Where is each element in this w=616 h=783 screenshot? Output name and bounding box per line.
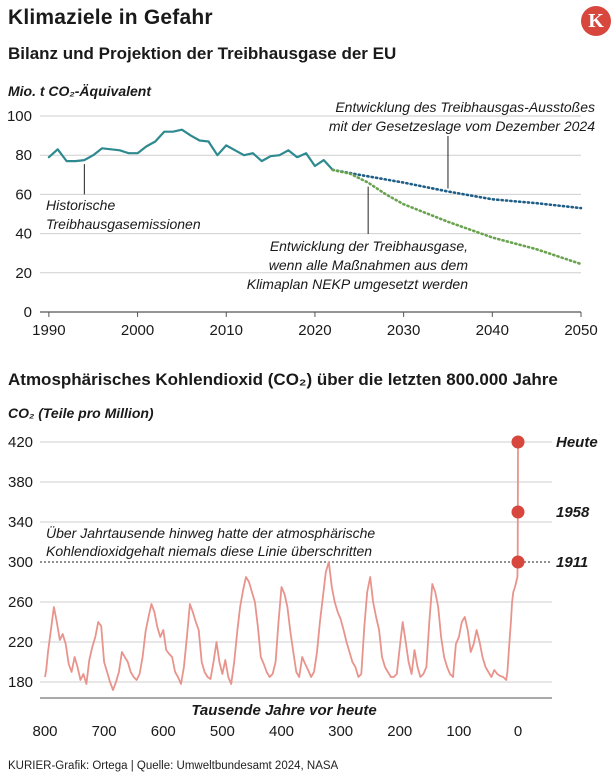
chart1-y-tick-label: 60 (15, 186, 32, 203)
nekp-annotation: Entwicklung der Treibhausgase, (270, 238, 468, 254)
chart1-y-tick-label: 0 (24, 304, 32, 321)
law-annotation: Entwicklung des Treibhausgas-Ausstoßes (335, 99, 595, 115)
historic-emissions-line (47, 128, 334, 171)
chart1-x-tick-label: 2000 (121, 322, 154, 339)
chart2-y-tick-label: 380 (8, 474, 33, 491)
chart2-y-tick-label: 300 (8, 554, 33, 571)
law-projection-line (331, 168, 583, 210)
historic-annotation: Historische (46, 197, 115, 213)
chart1-x-tick-label: 2010 (210, 322, 243, 339)
historic-annotation: Treibhausgasemissionen (46, 216, 201, 232)
chart1-y-tick-label: 80 (15, 147, 32, 164)
chart2-x-tick-label: 0 (514, 723, 522, 740)
chart2-y-tick-label: 260 (8, 594, 33, 611)
chart1-x-tick-label: 2040 (476, 322, 509, 339)
chart2-x-tick-label: 400 (269, 723, 294, 740)
chart2-x-tick-label: 800 (32, 723, 57, 740)
co2-line (44, 441, 519, 691)
chart1-y-tick-label: 40 (15, 226, 32, 243)
chart2-x-tick-label: 100 (446, 723, 471, 740)
co2-point-heute (511, 435, 525, 449)
footer-credit: KURIER-Grafik: Ortega | Quelle: Umweltbu… (8, 760, 339, 772)
page-title: Klimaziele in Gefahr (8, 6, 213, 29)
nekp-projection-line (331, 168, 583, 266)
chart2-x-tick-label: 700 (92, 723, 117, 740)
co2-point-1911 (511, 555, 525, 569)
chart1-title: Bilanz und Projektion der Treibhausgase … (8, 44, 397, 63)
chart2-title: Atmosphärisches Kohlendioxid (CO₂) über … (8, 370, 558, 389)
chart2-x-tick-label: 500 (210, 723, 235, 740)
chart2-x-axis-label: Tausende Jahre vor heute (191, 702, 376, 719)
chart1-x-tick-label: 2020 (298, 322, 331, 339)
co2-point-1958 (511, 505, 525, 519)
chart1-x-tick-label: 1990 (32, 322, 65, 339)
chart1-x-tick-label: 2050 (564, 322, 597, 339)
law-annotation: mit der Gesetzeslage vom Dezember 2024 (329, 118, 595, 134)
co2-point-label: Heute (556, 434, 598, 451)
chart2-y-tick-label: 220 (8, 634, 33, 651)
chart2-y-tick-label: 180 (8, 674, 33, 691)
chart2-x-tick-label: 300 (328, 723, 353, 740)
co2-point-label: 1958 (556, 504, 590, 521)
nekp-annotation: Klimaplan NEKP umgesetzt werden (247, 276, 468, 292)
chart2-y-tick-label: 420 (8, 434, 33, 451)
threshold-note: Kohlendioxidgehalt niemals diese Linie ü… (46, 543, 372, 559)
chart2-y-tick-label: 340 (8, 514, 33, 531)
chart1-y-tick-label: 20 (15, 265, 32, 282)
chart1-x-tick-label: 2030 (387, 322, 420, 339)
threshold-note: Über Jahrtausende hinweg hatte der atmos… (46, 524, 375, 541)
chart1-y-tick-label: 100 (7, 108, 32, 125)
chart2-y-axis-label: CO₂ (Teile pro Million) (8, 405, 154, 421)
kurier-logo: K (581, 6, 611, 36)
co2-point-label: 1911 (556, 554, 588, 571)
chart2-x-tick-label: 200 (387, 723, 412, 740)
nekp-annotation: wenn alle Maßnahmen aus dem (269, 257, 469, 273)
chart2-x-tick-label: 600 (151, 723, 176, 740)
chart1-y-axis-label: Mio. t CO₂-Äquivalent (8, 83, 152, 99)
